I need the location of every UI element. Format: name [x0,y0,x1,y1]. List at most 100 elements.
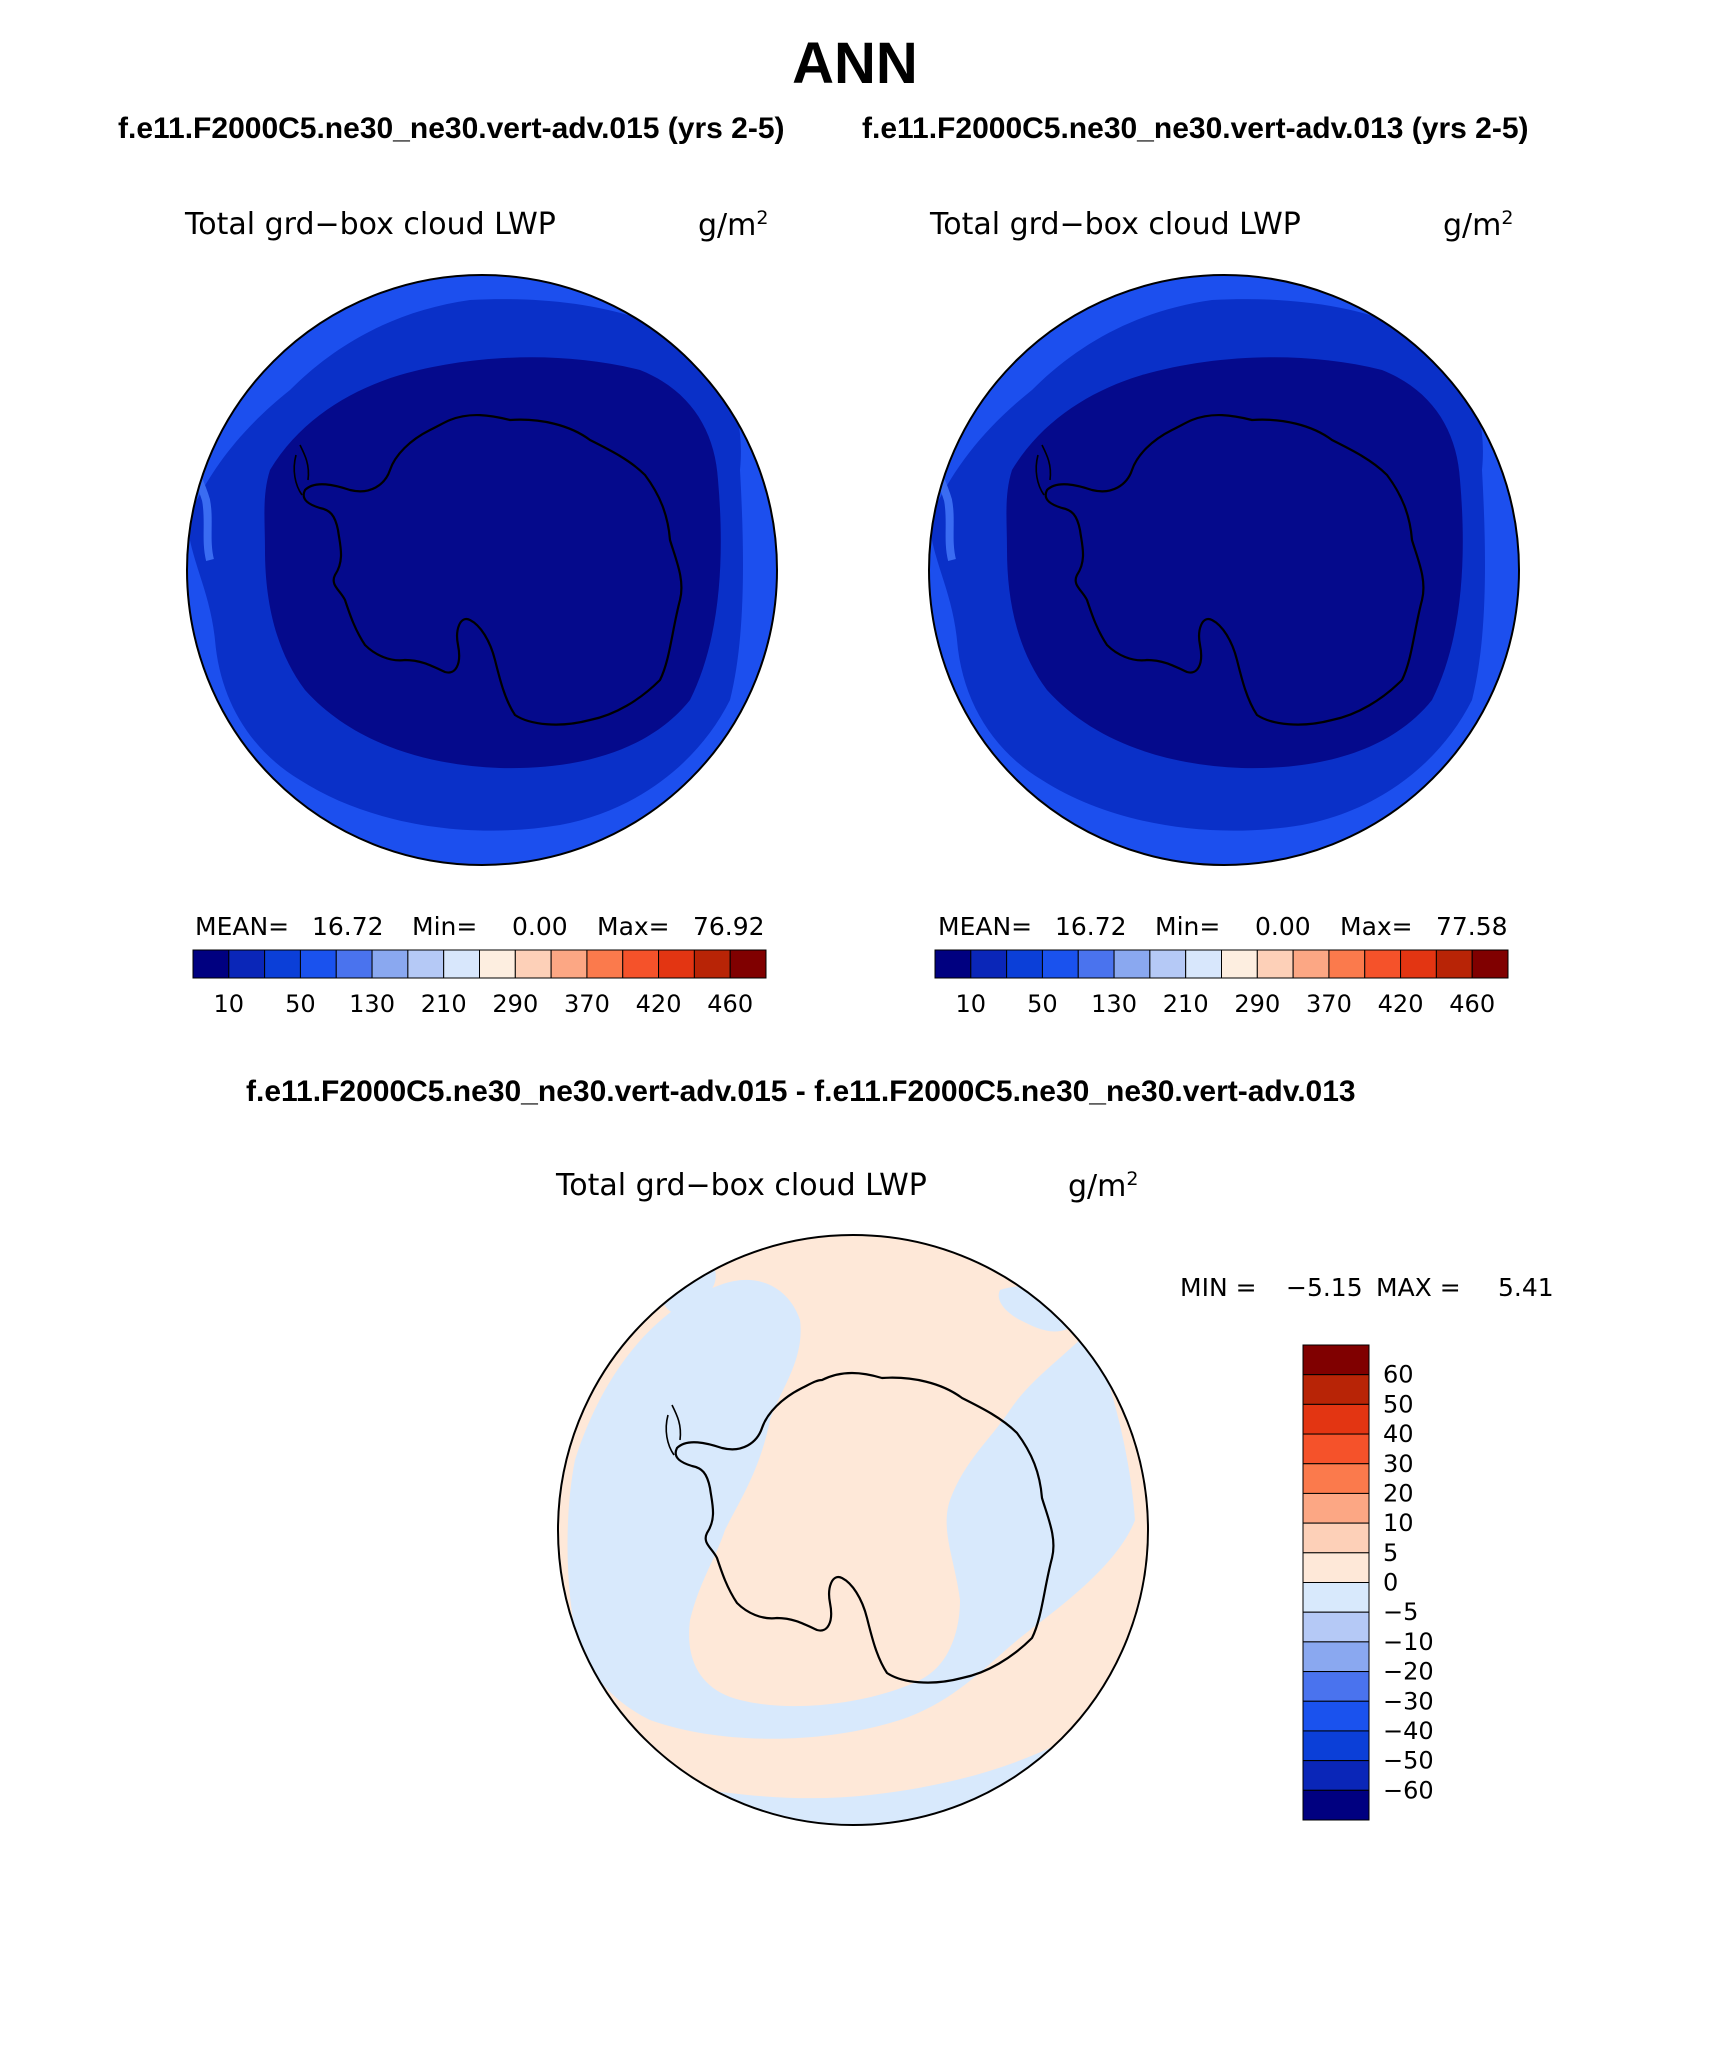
left-colorbar-tick-label: 420 [636,990,682,1018]
diff-min-value: −5.15 [1286,1273,1363,1302]
left-colorbar-swatch [550,949,588,979]
left-colorbar-tick-label: 370 [564,990,610,1018]
right-colorbar-swatch [1041,949,1079,979]
right-map-continent-field [1006,357,1463,769]
right-colorbar-swatch [1435,949,1473,979]
left-colorbar-swatch [371,949,409,979]
right-case-title: f.e11.F2000C5.ne30_ne30.vert-adv.013 (yr… [862,112,1529,145]
left-map-border [186,274,778,866]
right-colorbar-swatch [1113,949,1151,979]
right-colorbar-swatch [1221,949,1258,979]
diff-colorbar-swatch [1302,1552,1370,1583]
diff-colorbar-tick-label: 60 [1383,1361,1414,1389]
left-colorbar-tick-label: 460 [707,990,753,1018]
diff-colorbar-tick-label: 20 [1383,1479,1414,1507]
right-colorbar-tick-label: 10 [956,990,987,1018]
left-colorbar-swatch [479,949,516,979]
left-colorbar-tick-label: 290 [492,990,538,1018]
right-variable-label: Total grd−box cloud LWP [930,207,1301,242]
right-colorbar-swatch [1400,949,1437,979]
diff-max-value: 5.41 [1498,1273,1554,1302]
right-map-peninsula-outline [1035,444,1052,496]
right-colorbar-tick-label: 50 [1027,990,1058,1018]
diff-colorbar-tick-label: −60 [1383,1776,1434,1804]
left-colorbar-tick-label: 210 [421,990,467,1018]
diff-colorbar-tick-label: 40 [1383,1420,1414,1448]
right-map [929,275,1519,865]
diff-colorbar-swatch [1302,1671,1370,1702]
left-colorbar-swatch [622,949,660,979]
right-colorbar-swatch [1006,949,1043,979]
diff-colorbar-tick-label: 0 [1383,1569,1398,1597]
diff-colorbar-swatch [1302,1463,1370,1494]
left-units-label: g/m2 [698,207,769,243]
right-colorbar-tick-label: 460 [1449,990,1495,1018]
left-colorbar-swatch [192,949,230,979]
diff-map-antarctica-outline [674,1371,1055,1684]
left-map-peninsula-outline [293,444,310,496]
left-min-label: Min= [412,912,478,941]
right-colorbar-tick-label: 420 [1378,990,1424,1018]
left-colorbar: 10 50 130 210 290 370 420 460 [192,949,767,1018]
diff-map-negative-field-a [567,1279,1135,1739]
right-mean-value: 16.72 [1055,912,1127,941]
diff-colorbar-swatch [1302,1522,1370,1554]
right-colorbar-tick-label: 210 [1163,990,1209,1018]
right-max-value: 77.58 [1436,912,1508,941]
left-max-label: Max= [597,912,670,941]
diff-map [558,1235,1148,1825]
left-case-title: f.e11.F2000C5.ne30_ne30.vert-adv.015 (yr… [118,112,785,145]
left-colorbar-swatch [407,949,445,979]
right-map-border [928,274,1520,866]
left-colorbar-swatch [729,949,767,979]
diff-colorbar-swatch [1302,1582,1370,1613]
diff-map-positive-patch-f [733,1536,785,1580]
page-title: ANN [792,31,918,96]
right-colorbar-tick-label: 370 [1306,990,1352,1018]
left-mean-value: 16.72 [312,912,384,941]
diff-colorbar-swatch [1302,1344,1370,1376]
left-colorbar-swatch [443,949,480,979]
diff-min-label: MIN = [1180,1273,1257,1302]
right-map-antarctica-outline [1044,414,1425,726]
right-colorbar-swatch [970,949,1008,979]
diff-colorbar-tick-label: −20 [1383,1658,1434,1686]
left-colorbar-swatch [228,949,266,979]
right-colorbar-swatch [1149,949,1187,979]
diff-colorbar-swatch [1302,1700,1370,1732]
diff-colorbar-tick-label: −40 [1383,1717,1434,1745]
right-colorbar-swatch [1292,949,1330,979]
right-colorbar-swatch [1471,949,1509,979]
diff-colorbar-swatch [1302,1789,1370,1821]
diff-map-peninsula-outline [665,1404,682,1456]
diff-colorbar-tick-label: −5 [1383,1598,1418,1626]
diff-colorbar-swatch [1302,1374,1370,1405]
right-colorbar-swatch [1256,949,1294,979]
diff-units-label: g/m2 [1068,1168,1139,1204]
right-colorbar-swatch [1077,949,1115,979]
left-map-antarctica-outline [302,414,683,726]
right-colorbar-swatch [1185,949,1222,979]
left-colorbar-tick-label: 10 [214,990,245,1018]
left-min-value: 0.00 [512,912,568,941]
right-colorbar-swatch [934,949,972,979]
diff-colorbar-tick-label: 30 [1383,1450,1414,1478]
diff-colorbar-tick-label: −50 [1383,1747,1434,1775]
right-colorbar-swatch [1328,949,1366,979]
left-map [187,275,777,865]
right-colorbar-swatch [1364,949,1402,979]
right-colorbar-tick-label: 290 [1234,990,1280,1018]
diff-colorbar-tick-label: −10 [1383,1628,1434,1656]
left-variable-label: Total grd−box cloud LWP [185,207,556,242]
diff-colorbar-swatch [1302,1403,1370,1435]
left-colorbar-swatch [658,949,695,979]
diff-map-positive-patch-d [796,1427,861,1496]
left-colorbar-swatch [693,949,731,979]
diff-colorbar-swatch [1302,1492,1370,1524]
diff-variable-label: Total grd−box cloud LWP [556,1168,927,1203]
left-colorbar-swatch [335,949,373,979]
right-colorbar: 10 50 130 210 290 370 420 460 [934,949,1509,1018]
diff-colorbar-swatch [1302,1433,1370,1465]
